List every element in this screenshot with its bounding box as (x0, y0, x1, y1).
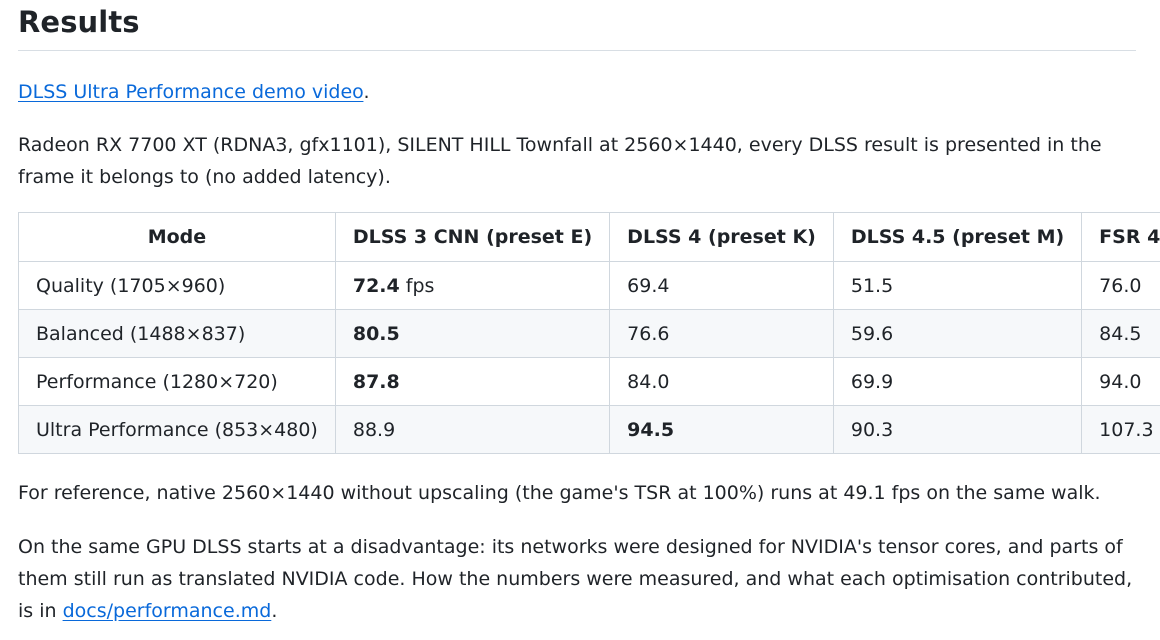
cell-dlss3: 88.9 (334, 405, 611, 454)
best-value: 80.5 (352, 322, 400, 345)
intro-paragraph: Radeon RX 7700 XT (RDNA3, gfx1101), SILE… (18, 134, 1102, 188)
cell-dlss45: 69.9 (832, 357, 1083, 406)
cell-dlss3: 72.4 fps (334, 261, 611, 310)
disadvantage-text: On the same GPU DLSS starts at a disadva… (18, 536, 1133, 622)
reference-paragraph: For reference, native 2560×1440 without … (18, 482, 1101, 504)
cell-mode: Performance (1280×720) (18, 357, 336, 406)
performance-doc-link[interactable]: docs/performance.md (62, 600, 272, 622)
results-heading: Results (18, 0, 1136, 51)
header-dlss3: DLSS 3 CNN (preset E) (334, 212, 611, 262)
table-row: Quality (1705×960) 72.4 fps 69.4 51.5 76… (18, 261, 1160, 310)
table-row: Balanced (1488×837) 80.5 76.6 59.6 84.5 (18, 309, 1160, 358)
cell-fsr4: 107.3 (1081, 405, 1160, 454)
cell-fsr4: 94.0 (1081, 357, 1160, 406)
cell-mode: Quality (1705×960) (18, 261, 336, 310)
video-paragraph: DLSS Ultra Performance demo video. (18, 76, 1136, 108)
best-value: 94.5 (627, 418, 675, 441)
readme-content: Results DLSS Ultra Performance demo vide… (18, 0, 1160, 627)
best-value: 87.8 (352, 370, 400, 393)
cell-dlss3: 87.8 (334, 357, 611, 406)
cell-dlss4: 94.5 (609, 405, 834, 454)
header-fsr4: FSR 4 (1081, 212, 1160, 262)
table-header-row: Mode DLSS 3 CNN (preset E) DLSS 4 (prese… (18, 212, 1160, 262)
cell-dlss4: 84.0 (609, 357, 834, 406)
cell-fsr4: 84.5 (1081, 309, 1160, 358)
cell-dlss45: 90.3 (832, 405, 1083, 454)
fps-unit: fps (399, 274, 435, 297)
disadvantage-paragraph: On the same GPU DLSS starts at a disadva… (18, 531, 1136, 627)
cell-dlss4: 76.6 (609, 309, 834, 358)
cell-fsr4: 76.0 (1081, 261, 1160, 310)
cell-dlss45: 51.5 (832, 261, 1083, 310)
cell-dlss4: 69.4 (609, 261, 834, 310)
cell-mode: Ultra Performance (853×480) (18, 405, 336, 454)
video-trailing: . (363, 81, 370, 103)
header-dlss45: DLSS 4.5 (preset M) (832, 212, 1083, 262)
disadvantage-trailing: . (271, 600, 278, 622)
cell-dlss45: 59.6 (832, 309, 1083, 358)
table-row: Performance (1280×720) 87.8 84.0 69.9 94… (18, 357, 1160, 406)
header-mode: Mode (18, 212, 336, 262)
demo-video-link[interactable]: DLSS Ultra Performance demo video (18, 81, 364, 103)
table-row: Ultra Performance (853×480) 88.9 94.5 90… (18, 405, 1160, 454)
best-value: 72.4 (352, 274, 400, 297)
cell-mode: Balanced (1488×837) (18, 309, 336, 358)
cell-dlss3: 80.5 (334, 309, 611, 358)
header-dlss4: DLSS 4 (preset K) (609, 212, 834, 262)
results-table: Mode DLSS 3 CNN (preset E) DLSS 4 (prese… (18, 212, 1160, 454)
